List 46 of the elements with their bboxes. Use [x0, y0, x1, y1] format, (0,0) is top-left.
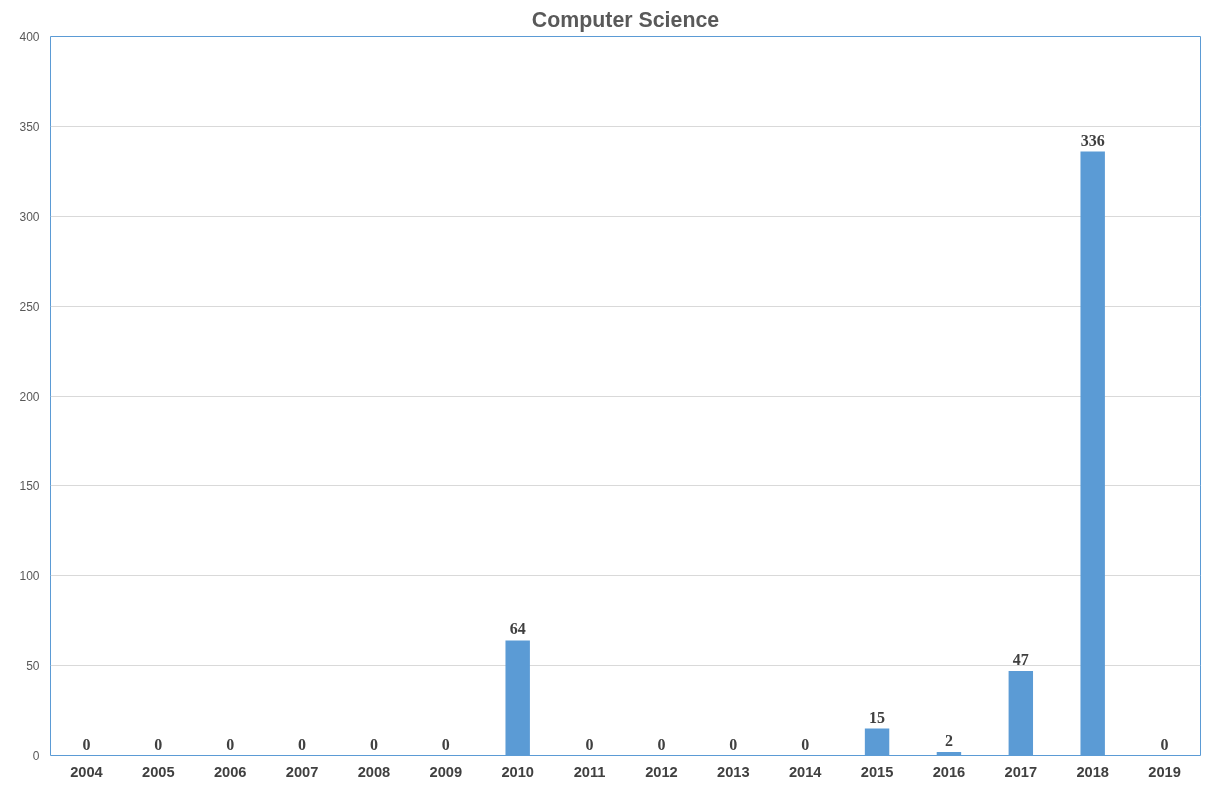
- bar: [1008, 671, 1034, 756]
- data-label: 0: [657, 735, 666, 753]
- x-tick-label: 2017: [1004, 763, 1038, 780]
- data-label: 336: [1080, 131, 1105, 149]
- data-label: 0: [441, 735, 450, 753]
- x-tick-label: 2007: [285, 763, 319, 780]
- x-tick-label: 2010: [501, 763, 534, 780]
- y-tick-label: 400: [19, 30, 40, 44]
- data-label: 0: [729, 735, 738, 753]
- data-label: 0: [369, 735, 378, 753]
- x-tick-label: 2013: [717, 763, 750, 780]
- x-tick-label: 2018: [1076, 763, 1109, 780]
- bar: [864, 728, 890, 756]
- bar: [1080, 151, 1105, 756]
- x-tick-label: 2009: [429, 763, 463, 780]
- x-tick-label: 2008: [357, 763, 391, 780]
- x-tick-label: 2006: [213, 763, 247, 780]
- y-tick-label: 50: [26, 659, 40, 674]
- data-label: 0: [154, 735, 163, 753]
- chart-title: Computer Science: [531, 7, 720, 32]
- x-tick-label: 2004: [70, 763, 104, 780]
- x-tick-label: 2012: [645, 763, 678, 780]
- y-tick-label: 350: [19, 119, 40, 134]
- data-label: 0: [226, 735, 235, 753]
- data-label: 47: [1012, 651, 1029, 669]
- bar: [505, 640, 530, 756]
- x-tick-label: 2011: [573, 763, 606, 780]
- data-label: 64: [509, 620, 526, 638]
- y-tick-label: 250: [19, 299, 40, 314]
- y-tick-label: 100: [19, 569, 40, 584]
- data-label: 0: [82, 735, 91, 753]
- y-tick-label: 200: [19, 389, 40, 404]
- x-tick-label: 2016: [932, 763, 966, 780]
- y-tick-label: 0: [32, 749, 40, 763]
- y-tick-label: 300: [19, 209, 40, 224]
- data-label: 0: [298, 735, 307, 753]
- data-label: 15: [869, 708, 886, 726]
- data-label: 0: [1160, 735, 1169, 753]
- x-tick-label: 2014: [788, 763, 823, 780]
- data-label: 0: [585, 735, 594, 753]
- data-label: 0: [801, 735, 810, 753]
- x-tick-label: 2015: [860, 763, 894, 780]
- data-label: 2: [944, 731, 953, 749]
- x-tick-label: 2019: [1148, 763, 1181, 780]
- y-tick-label: 150: [19, 479, 40, 494]
- x-tick-label: 2005: [142, 763, 175, 780]
